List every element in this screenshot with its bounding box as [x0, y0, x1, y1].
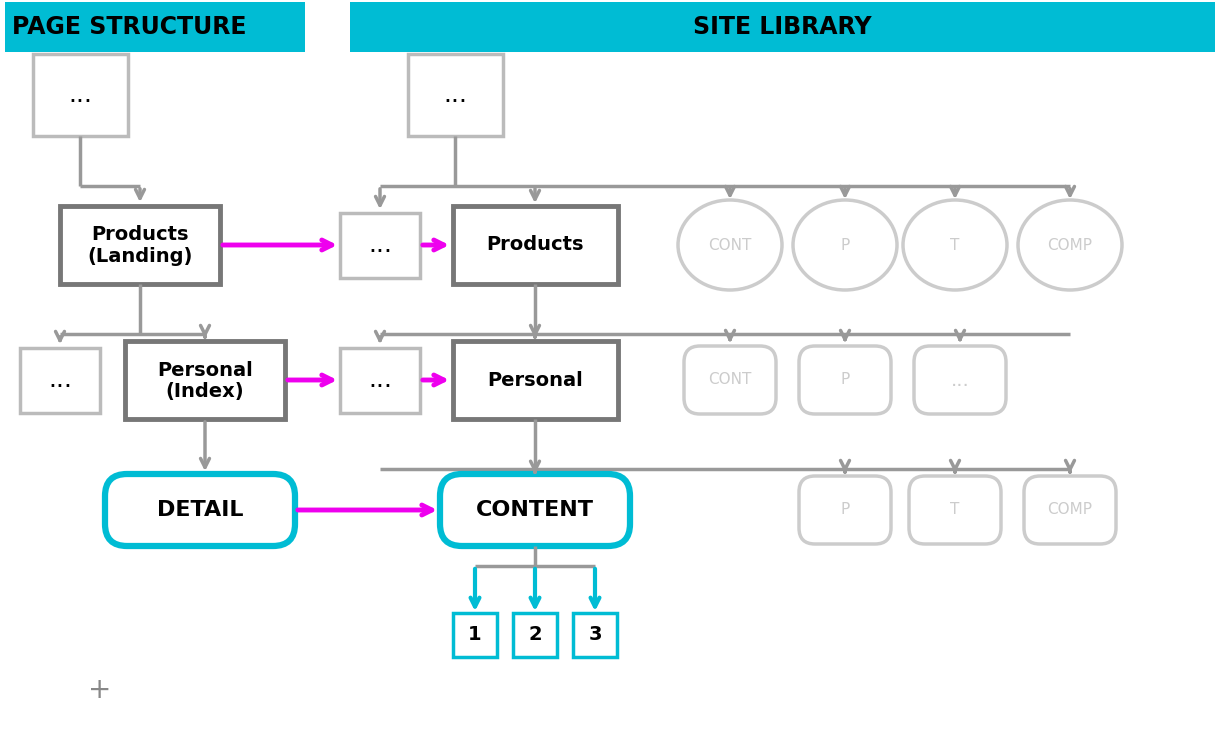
Text: T: T [950, 502, 960, 518]
Ellipse shape [678, 200, 782, 290]
FancyBboxPatch shape [512, 613, 558, 657]
FancyBboxPatch shape [799, 346, 891, 414]
FancyBboxPatch shape [407, 54, 503, 136]
Text: 1: 1 [468, 626, 482, 644]
Text: Personal: Personal [157, 360, 253, 379]
Text: ...: ... [950, 370, 970, 389]
Text: +: + [88, 676, 112, 704]
Text: ...: ... [368, 368, 392, 392]
Text: DETAIL: DETAIL [156, 500, 243, 520]
FancyBboxPatch shape [20, 348, 100, 413]
Text: ...: ... [68, 83, 92, 107]
FancyBboxPatch shape [60, 206, 220, 284]
Text: (Index): (Index) [166, 383, 244, 401]
Text: 2: 2 [528, 626, 542, 644]
Text: P: P [841, 502, 849, 518]
Text: COMP: COMP [1048, 237, 1092, 253]
Text: 3: 3 [588, 626, 601, 644]
Text: Products: Products [92, 225, 189, 244]
Text: P: P [841, 237, 849, 253]
Text: CONT: CONT [709, 373, 752, 387]
Text: P: P [841, 373, 849, 387]
FancyBboxPatch shape [909, 476, 1000, 544]
Text: COMP: COMP [1048, 502, 1092, 518]
Text: ...: ... [48, 368, 72, 392]
FancyBboxPatch shape [350, 2, 1215, 52]
Ellipse shape [903, 200, 1006, 290]
FancyBboxPatch shape [453, 206, 617, 284]
FancyBboxPatch shape [124, 341, 285, 419]
FancyBboxPatch shape [914, 346, 1006, 414]
Ellipse shape [793, 200, 897, 290]
Text: (Landing): (Landing) [88, 247, 193, 266]
FancyBboxPatch shape [799, 476, 891, 544]
Text: SITE LIBRARY: SITE LIBRARY [693, 15, 871, 39]
FancyBboxPatch shape [453, 341, 617, 419]
Text: CONTENT: CONTENT [476, 500, 594, 520]
FancyBboxPatch shape [5, 2, 305, 52]
Text: T: T [950, 237, 960, 253]
Text: Personal: Personal [487, 370, 583, 389]
FancyBboxPatch shape [1024, 476, 1116, 544]
FancyBboxPatch shape [573, 613, 617, 657]
FancyBboxPatch shape [453, 613, 497, 657]
FancyBboxPatch shape [340, 212, 420, 277]
Text: Products: Products [487, 236, 583, 255]
Text: ...: ... [368, 233, 392, 257]
FancyBboxPatch shape [105, 474, 295, 546]
FancyBboxPatch shape [684, 346, 776, 414]
FancyBboxPatch shape [440, 474, 630, 546]
FancyBboxPatch shape [33, 54, 128, 136]
Ellipse shape [1017, 200, 1122, 290]
Text: CONT: CONT [709, 237, 752, 253]
FancyBboxPatch shape [340, 348, 420, 413]
Text: PAGE STRUCTURE: PAGE STRUCTURE [12, 15, 246, 39]
Text: ...: ... [443, 83, 467, 107]
